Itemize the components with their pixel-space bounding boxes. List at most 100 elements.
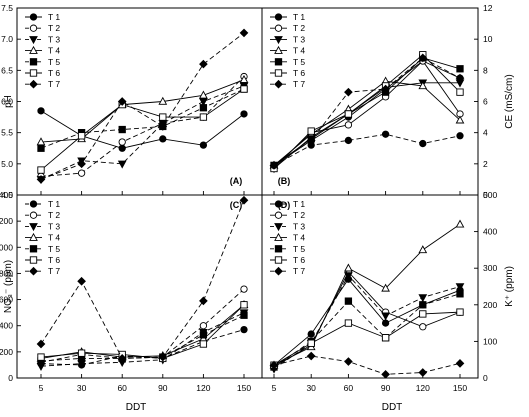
data-point	[381, 334, 390, 342]
data-point	[418, 245, 428, 254]
panel-1: 4.55.05.56.06.57.07.5pH(A)T 1T 2T 3T 4T …	[1, 3, 263, 200]
y-tick-label: 12	[483, 3, 493, 13]
legend-label: T 2	[293, 23, 305, 33]
legend-label: T 4	[48, 46, 60, 56]
legend-marker	[29, 211, 38, 219]
legend-marker	[29, 256, 38, 264]
series-8	[270, 130, 464, 170]
y-tick-label: 400	[0, 321, 13, 331]
data-point	[36, 339, 46, 349]
data-point	[269, 360, 279, 370]
legend-marker	[274, 24, 283, 32]
data-point	[455, 219, 465, 228]
legend-entry: T 5	[25, 244, 60, 254]
data-point	[344, 272, 353, 281]
series-2	[270, 57, 464, 171]
data-point	[118, 144, 126, 152]
data-point	[199, 141, 208, 149]
legend-label: T 4	[293, 233, 305, 243]
series-6	[270, 308, 464, 369]
legend-label: T 3	[48, 221, 60, 231]
data-point	[240, 285, 248, 293]
data-point	[158, 122, 168, 131]
legend-label: T 3	[293, 34, 305, 44]
legend-marker	[29, 36, 38, 45]
x-axis-title-left: DDT	[126, 402, 147, 413]
data-point	[199, 90, 208, 99]
legend-entry: T 5	[270, 244, 305, 254]
data-point	[381, 370, 390, 379]
legend-label: T 5	[48, 244, 60, 254]
data-point	[306, 351, 316, 361]
legend-entry: T 7	[25, 266, 60, 276]
x-tick-label: 90	[158, 383, 168, 393]
data-point	[240, 301, 248, 309]
y-tick-label: 600	[0, 295, 13, 305]
legend-marker	[29, 200, 38, 208]
y-tick-label: 7.5	[1, 3, 13, 13]
legend-marker	[29, 232, 38, 241]
legend-label: T 3	[48, 34, 60, 44]
x-tick-label: 90	[381, 383, 391, 393]
series-1	[37, 107, 248, 152]
data-point	[159, 135, 167, 143]
legend-entry: T 4	[25, 233, 60, 243]
legend-label: T 7	[293, 266, 305, 276]
data-point	[37, 353, 45, 361]
y-axis-title: pH	[3, 95, 14, 108]
series-line	[273, 274, 461, 370]
panel-label: (A)	[230, 176, 243, 186]
legend-marker	[274, 45, 283, 54]
series-1	[37, 325, 248, 369]
y-tick-label: 400	[483, 227, 497, 237]
legend-label: T 6	[293, 255, 305, 265]
data-point	[456, 308, 464, 316]
data-point	[418, 81, 428, 90]
series-line	[273, 57, 461, 166]
series-3	[269, 79, 465, 174]
legend-marker	[29, 223, 38, 232]
data-point	[239, 28, 249, 38]
data-point	[307, 339, 315, 347]
y-tick-label: 0	[483, 190, 488, 200]
series-line	[273, 54, 461, 169]
legend-marker	[274, 36, 283, 45]
y-tick-label: 6.5	[1, 65, 13, 75]
series-line	[40, 314, 245, 362]
x-tick-label: 30	[306, 383, 316, 393]
legend-entry: T 6	[270, 255, 305, 265]
legend-entry: T 2	[25, 210, 60, 220]
legend-marker	[274, 223, 283, 232]
legend-label: T 2	[48, 210, 60, 220]
series-line	[40, 288, 245, 363]
legend-label: T 7	[48, 266, 60, 276]
legend-marker	[29, 79, 38, 89]
data-point	[456, 290, 464, 298]
data-point	[419, 139, 427, 148]
series-line	[273, 57, 461, 166]
data-point	[37, 166, 45, 174]
legend-marker	[274, 69, 283, 77]
y-tick-label: 100	[483, 336, 497, 346]
legend-label: T 1	[48, 199, 60, 209]
legend-marker	[274, 256, 283, 264]
legend-entry: T 5	[270, 57, 305, 67]
data-point	[270, 161, 278, 170]
data-point	[240, 325, 248, 334]
series-line	[40, 304, 245, 359]
data-point	[456, 65, 464, 73]
data-point	[199, 113, 208, 121]
data-point	[456, 88, 464, 96]
y-tick-label: 1400	[0, 190, 13, 200]
panel-frame	[261, 194, 479, 379]
y-tick-label: 500	[483, 190, 497, 200]
series-4	[36, 74, 249, 146]
x-tick-label: 150	[453, 383, 467, 393]
panel-label: (C)	[230, 200, 243, 210]
data-point	[419, 323, 427, 331]
legend-entry: T 7	[25, 79, 60, 89]
legend-entry: T 1	[25, 199, 60, 209]
data-point	[117, 160, 127, 169]
data-point	[199, 331, 208, 339]
